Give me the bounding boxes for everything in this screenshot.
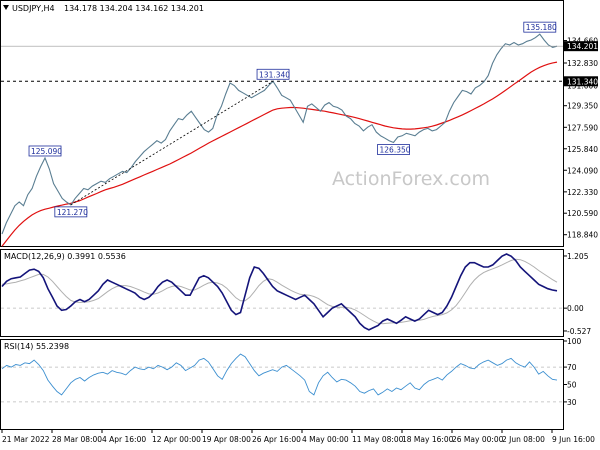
- price-plot: 134.201: [1, 33, 598, 247]
- time-tick-label: 2 Jun 08:00: [502, 435, 545, 444]
- annotation-label: 131.340: [259, 70, 290, 79]
- price-y-axis: 134.660132.830131.000129.350127.590125.8…: [564, 37, 598, 240]
- rsi-tick-label: 100: [567, 337, 582, 346]
- watermark: ActionForex.com: [332, 168, 490, 190]
- chart-symbol: USDJPY,H4: [12, 4, 55, 13]
- time-axis: 21 Mar 2022 28 Mar 08:00 4 Apr 16:00 12 Apr…: [1, 430, 595, 444]
- time-tick-label: 28 Mar 08:00: [52, 435, 102, 444]
- level-tag-label: 131.340: [567, 77, 598, 86]
- annotation-label: 126.350: [380, 146, 411, 155]
- level-tag-bg: [564, 76, 598, 87]
- time-tick-label: 21 Mar 2022: [2, 435, 50, 444]
- macd-tick-label: -0.527: [567, 327, 591, 336]
- time-tick-label: 4 May 00:00: [302, 435, 349, 444]
- time-tick-label: 26 May 00:00: [452, 435, 504, 444]
- rsi-tick-label: 50: [567, 381, 577, 390]
- annotation-box: [28, 145, 62, 157]
- price-tick-label: 132.830: [567, 59, 598, 68]
- price-tick-label: 127.590: [567, 123, 598, 132]
- price-tick-label: 118.840: [567, 231, 598, 240]
- rsi-tick-label: 70: [567, 363, 577, 372]
- time-tick-label: 12 Apr 00:00: [152, 435, 201, 444]
- annotation-box: [54, 206, 88, 218]
- current-price-tag: 134.201: [567, 42, 598, 51]
- annotation-box: [256, 68, 290, 80]
- price-tick-label: 124.090: [567, 166, 598, 175]
- macd-title: MACD(12,26,9) 0.3991 0.5536: [4, 252, 126, 261]
- price-line: [1, 33, 558, 235]
- horizontal-level: 131.340: [1, 76, 598, 87]
- macd-tick-label: 1.205: [567, 252, 589, 261]
- trend-line: [70, 80, 274, 206]
- macd-signal-line: [1, 258, 558, 325]
- time-tick-label: 11 May 08:00: [352, 435, 404, 444]
- price-tick-label: 122.330: [567, 188, 598, 197]
- macd-pane-frame: [0, 249, 564, 337]
- annotation-box: [523, 21, 557, 33]
- rsi-title: RSI(14) 55.2398: [4, 342, 69, 351]
- current-price-tag-bg: [564, 41, 598, 52]
- moving-average-line: [1, 61, 558, 247]
- macd-line: [1, 253, 558, 331]
- annotation-label: 125.090: [31, 147, 62, 156]
- macd-plot: 1.205 0.00 -0.527: [1, 252, 591, 336]
- rsi-tick-label: 30: [567, 398, 577, 407]
- chart-quote: 134.178 134.204 134.162 134.201: [64, 4, 204, 13]
- annotation-label: 121.270: [57, 208, 88, 217]
- annotation-label: 135.180: [526, 23, 557, 32]
- time-tick-label: 18 May 16:00: [402, 435, 454, 444]
- price-tick-label: 129.350: [567, 102, 598, 111]
- annotation-box: [377, 144, 410, 155]
- price-annotations: 125.090 121.270 131.340 126.350 135.180: [28, 21, 557, 218]
- price-pane-frame: [0, 0, 564, 247]
- rsi-line: [1, 353, 558, 396]
- time-tick-label: 4 Apr 16:00: [102, 435, 146, 444]
- rsi-pane-frame: [0, 339, 564, 430]
- price-tick-label: 120.590: [567, 209, 598, 218]
- symbol-arrow-icon: [3, 5, 9, 10]
- time-tick-label: 9 Jun 16:00: [552, 435, 595, 444]
- time-tick-label: 26 Apr 16:00: [252, 435, 301, 444]
- time-tick-label: 19 Apr 08:00: [202, 435, 251, 444]
- price-tick-label: 125.840: [567, 145, 598, 154]
- macd-tick-label: 0.00: [567, 304, 584, 313]
- price-tick-label: 134.660: [567, 37, 598, 46]
- rsi-plot: 100 70 50 30: [1, 337, 582, 407]
